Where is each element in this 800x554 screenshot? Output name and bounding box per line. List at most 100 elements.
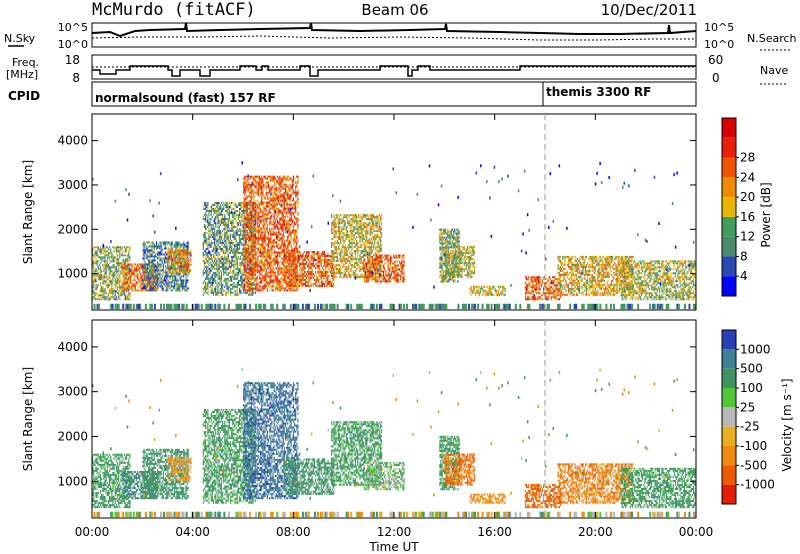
power-cell (227, 204, 229, 207)
power-cell (215, 235, 217, 238)
power-cell (122, 265, 124, 268)
power-cell (214, 259, 216, 262)
power-cell (104, 268, 106, 271)
power-cell (118, 282, 120, 285)
power-cell (185, 253, 187, 256)
power-cell (238, 261, 241, 264)
power-cell (279, 269, 281, 272)
power-cell (289, 241, 291, 244)
power-cell (290, 193, 292, 196)
power-cell (176, 289, 178, 292)
power-cell (95, 294, 97, 297)
power-cell (280, 267, 282, 270)
power-cell (255, 229, 257, 232)
power-cell (256, 207, 258, 210)
power-cell (120, 254, 122, 257)
power-cell (288, 280, 291, 283)
power-cell (231, 261, 233, 264)
power-cell (124, 250, 127, 253)
power-cell (234, 259, 236, 262)
power-cell (266, 261, 268, 264)
noise-strip (91, 22, 697, 48)
power-cell (217, 255, 219, 258)
power-cell (247, 225, 249, 228)
power-cell (253, 205, 255, 208)
power-cell (212, 210, 215, 212)
power-cell (238, 271, 241, 274)
power-cell (261, 187, 263, 190)
power-cell (153, 269, 155, 272)
power-cell (160, 251, 162, 254)
power-cell (206, 287, 208, 290)
power-cell (229, 275, 232, 278)
power-cell (259, 267, 262, 270)
power-cell (210, 227, 212, 230)
power-cell (292, 227, 295, 230)
power-cell (251, 213, 253, 216)
power-cell (159, 253, 161, 256)
power-cell (96, 284, 98, 287)
power-cell (203, 202, 206, 205)
power-cell (102, 294, 104, 297)
power-cell (290, 267, 292, 270)
power-cell (246, 195, 248, 198)
noise-right-tick-bottom: 10^0 (704, 38, 734, 51)
power-cell (123, 289, 125, 292)
power-cell (221, 217, 224, 220)
power-cell (279, 219, 281, 222)
power-cell (243, 265, 245, 268)
power-cell (245, 243, 247, 246)
power-cell (258, 271, 261, 274)
power-cell (224, 227, 226, 230)
power-cell (296, 274, 299, 277)
power-cell (121, 294, 123, 297)
power-cell (287, 275, 289, 278)
power-cell (267, 183, 270, 186)
power-cell (114, 246, 116, 249)
power-cell (122, 260, 124, 263)
power-cell (254, 239, 256, 242)
power-cell (104, 266, 106, 269)
power-cell (304, 257, 306, 260)
power-cell (249, 261, 251, 264)
power-cell (153, 251, 155, 254)
power-cell (174, 243, 176, 246)
power-cell (229, 261, 232, 264)
power-cell (219, 206, 221, 209)
power-cell (218, 225, 220, 228)
power-cell (261, 189, 263, 192)
nsearch-label: N.Search (747, 32, 797, 45)
power-cell (101, 286, 103, 289)
power-cell (207, 225, 209, 228)
power-cell (238, 204, 241, 207)
power-cell (256, 175, 258, 178)
power-cell (286, 211, 288, 214)
power-cell (289, 213, 291, 216)
power-cell (280, 233, 282, 236)
power-cell (288, 245, 290, 248)
power-cell (126, 281, 128, 284)
power-cell (174, 275, 176, 278)
power-cell (267, 187, 270, 190)
power-cell (206, 210, 208, 212)
power-cell (227, 257, 229, 260)
power-cell (228, 265, 230, 268)
power-cell (167, 257, 169, 260)
power-cell (262, 237, 264, 240)
power-cell (261, 215, 263, 218)
power-cell (187, 261, 189, 264)
power-cell (93, 262, 95, 265)
power-cell (186, 281, 188, 284)
power-cell (170, 245, 172, 248)
power-cell (262, 277, 264, 280)
power-cell (108, 270, 111, 273)
power-cell (179, 243, 181, 246)
power-cell (219, 283, 221, 286)
power-cell (244, 179, 246, 182)
power-cell (275, 233, 278, 236)
power-cell (123, 298, 125, 301)
power-cell (177, 263, 179, 266)
power-cell (171, 273, 173, 276)
power-cell (261, 281, 263, 284)
power-cell (248, 203, 250, 206)
